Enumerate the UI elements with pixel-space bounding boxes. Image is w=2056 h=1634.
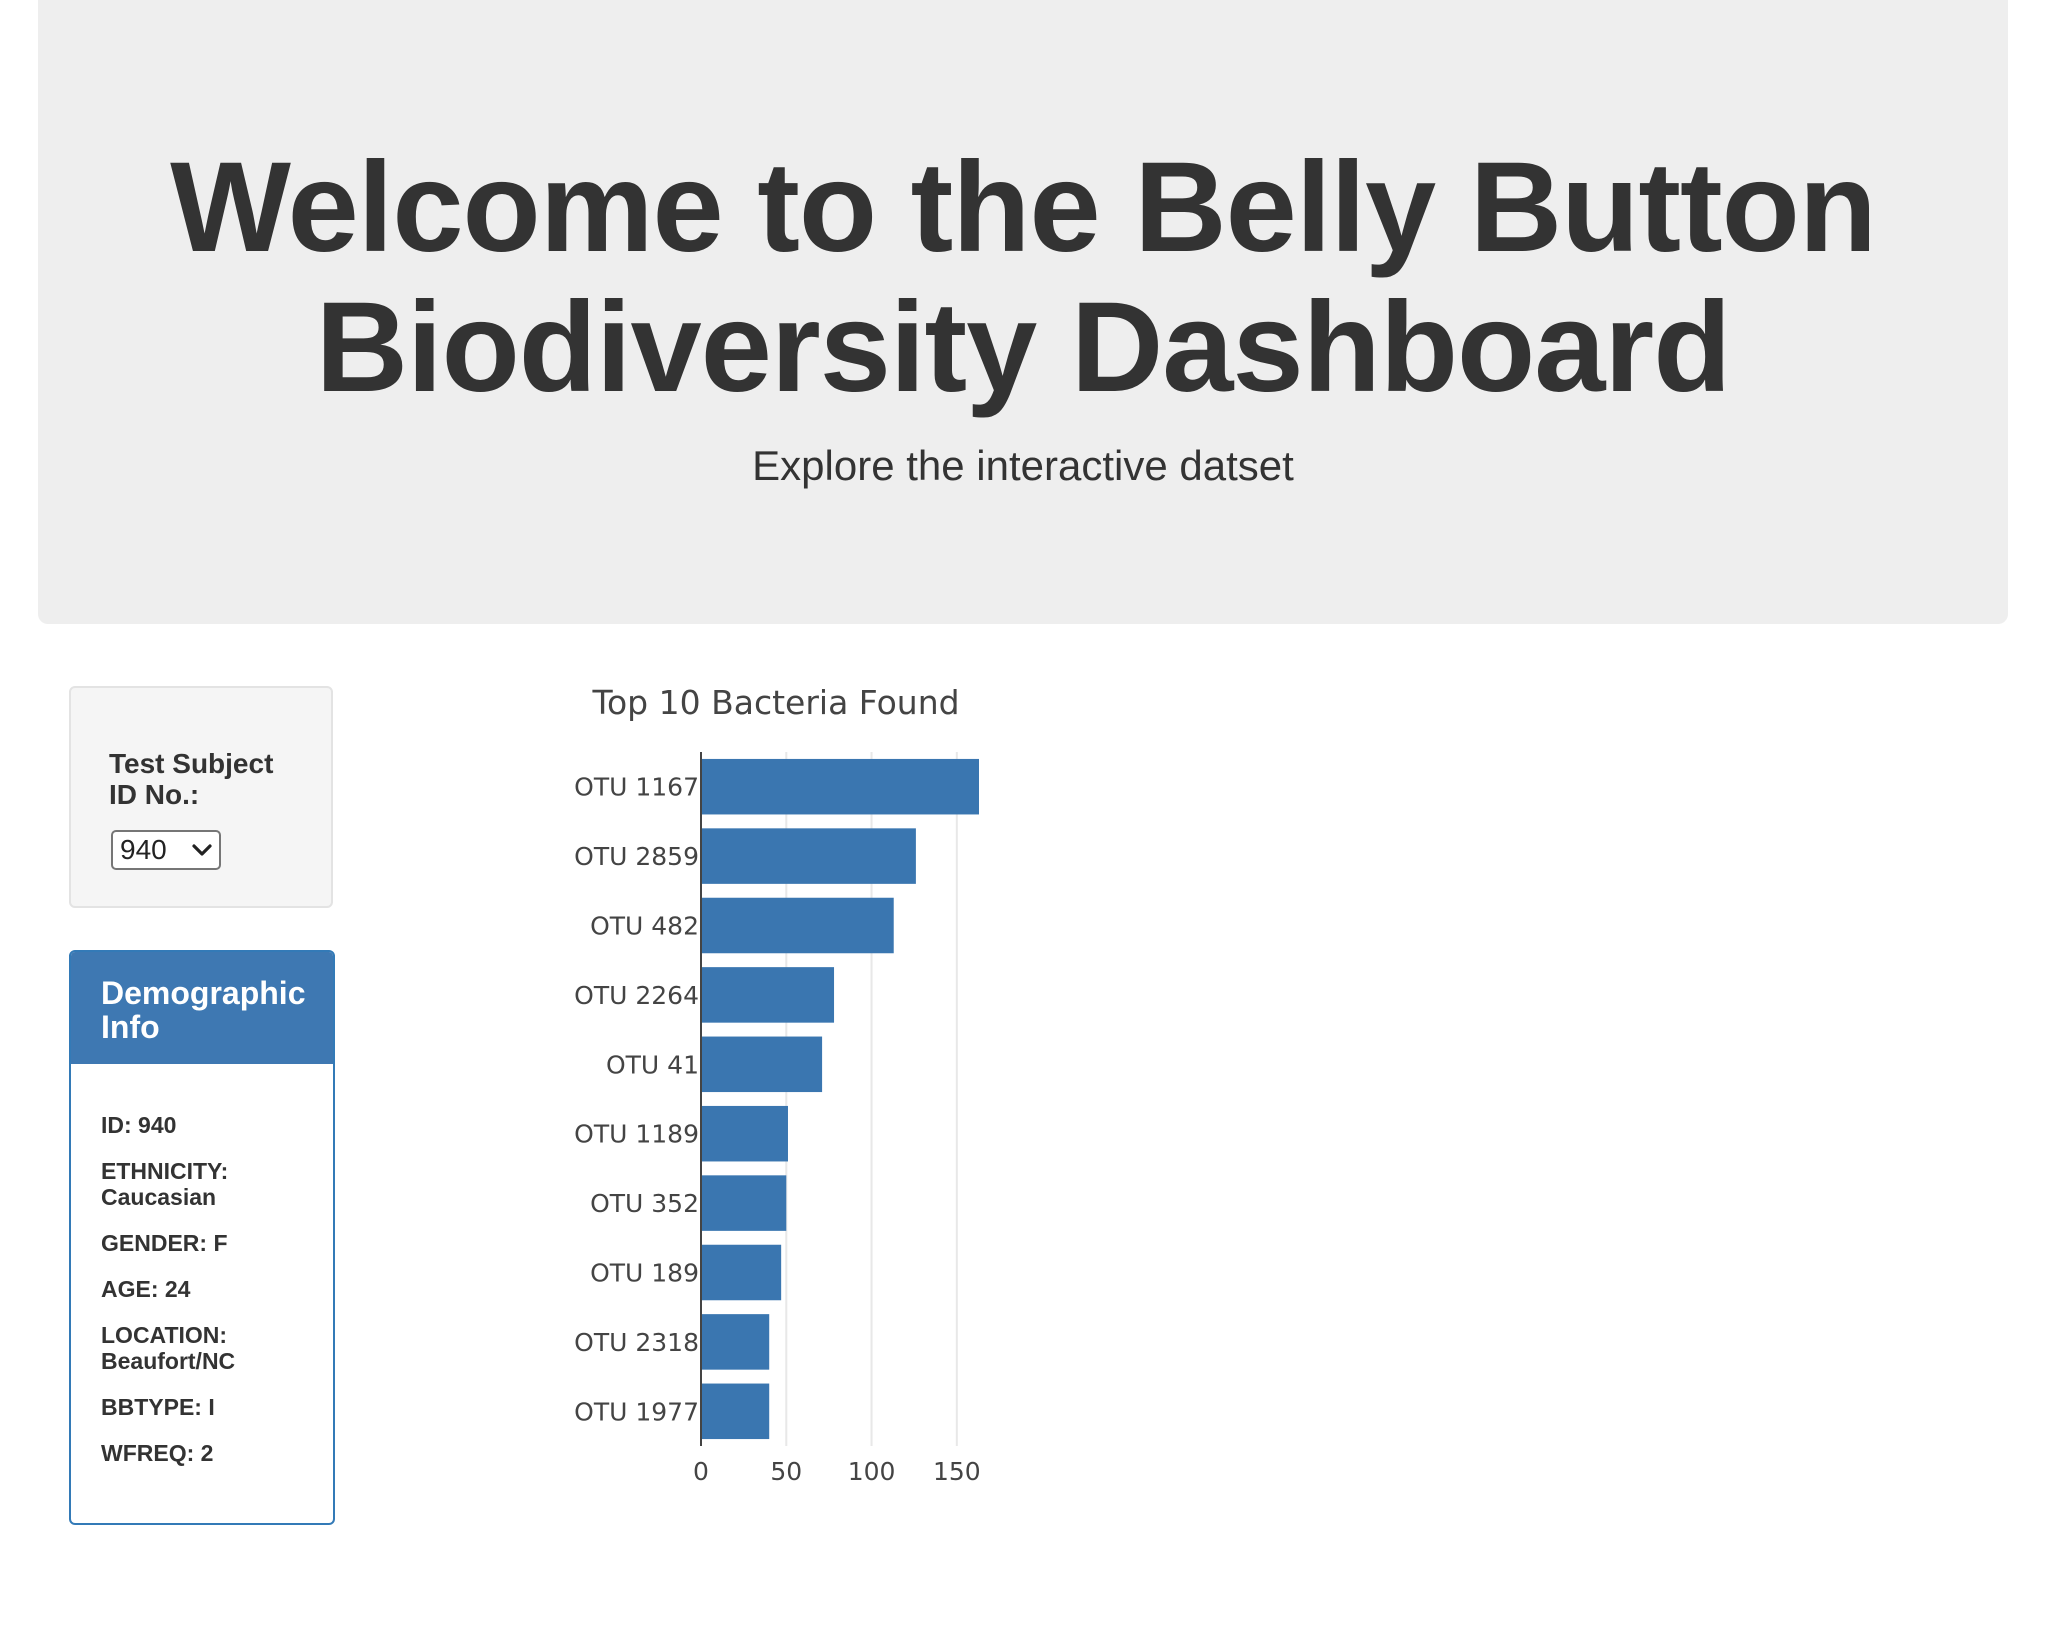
chart-bar[interactable] (701, 1175, 787, 1231)
chart-category-label: OTU 352 (590, 1189, 699, 1218)
chart-x-tick-label: 150 (933, 1457, 981, 1486)
subject-id-selected-value: 940 (120, 834, 167, 865)
demographic-item: GENDER: F (101, 1230, 321, 1256)
demographic-item-text: BBTYPE: I (101, 1394, 215, 1420)
chart-category-label: OTU 482 (590, 912, 699, 941)
page-title: Welcome to the Belly Button Biodiversity… (38, 138, 2008, 418)
page-subtitle: Explore the interactive datset (752, 442, 1294, 489)
demographic-metadata-list: ID: 940 ETHNICITY: Caucasian GENDER: F AGE: … (101, 1112, 321, 1486)
subject-label-line2: ID No.: (109, 779, 200, 810)
chart-bar[interactable] (701, 1105, 788, 1162)
demographic-item-text: ID: 940 (101, 1112, 177, 1138)
demographic-item: LOCATION: Beaufort/NC (101, 1322, 321, 1374)
demographic-item: AGE: 24 (101, 1276, 321, 1302)
chart-category-label: OTU 2859 (574, 842, 699, 871)
demographic-title-line2: Info (101, 1009, 160, 1045)
subject-label-line1: Test Subject (109, 748, 274, 779)
chart-bar[interactable] (701, 897, 894, 954)
chart-bar[interactable] (701, 758, 979, 815)
chart-bar[interactable] (701, 1314, 770, 1370)
chart-bar[interactable] (701, 828, 916, 884)
chart-category-label: OTU 1977 (574, 1397, 699, 1426)
chart-bar[interactable] (701, 1244, 782, 1301)
demographic-item: ETHNICITY: Caucasian (101, 1158, 321, 1210)
chart-x-ticks: 0 50 100 150 (693, 1457, 981, 1486)
chart-category-label: OTU 2264 (574, 981, 699, 1010)
demographic-title-line1: Demographic (101, 975, 306, 1011)
chart-x-tick-label: 50 (770, 1457, 802, 1486)
page-title-line1: Welcome to the Belly Button (170, 136, 1877, 279)
demographic-item-text: Beaufort/NC (101, 1348, 236, 1374)
demographic-info-panel: Demographic Info ID: 940 ETHNICITY: Caucas… (69, 950, 335, 1525)
chart-category-label: OTU 2318 (574, 1328, 699, 1357)
demographic-item-text: LOCATION: (101, 1322, 228, 1348)
chart-category-label: OTU 41 (606, 1050, 699, 1079)
demographic-item-text: Caucasian (101, 1184, 217, 1210)
chart-category-label: OTU 1189 (574, 1120, 699, 1149)
jumbotron-header: Welcome to the Belly Button Biodiversity… (38, 0, 2008, 624)
subject-id-select[interactable]: 940 (111, 830, 221, 870)
demographic-panel-heading: Demographic Info (71, 952, 333, 1064)
chart-x-tick-label: 100 (848, 1457, 896, 1486)
chart-bar[interactable] (701, 1383, 770, 1440)
subject-selector-label: Test Subject ID No.: (109, 748, 309, 810)
chart-category-label: OTU 1167 (574, 773, 699, 802)
chart-bars (701, 758, 979, 1440)
page-title-line2: Biodiversity Dashboard (315, 276, 1732, 419)
chart-x-tick-label: 0 (693, 1457, 709, 1486)
chart-bar[interactable] (701, 967, 835, 1023)
subject-selector-well: Test Subject ID No.: 940 (69, 686, 333, 908)
chart-title: Top 10 Bacteria Found (591, 683, 959, 722)
demographic-item-text: AGE: 24 (101, 1276, 191, 1302)
demographic-item-text: GENDER: F (101, 1230, 228, 1256)
chevron-down-icon (191, 832, 213, 879)
demographic-item-text: WFREQ: 2 (101, 1440, 214, 1466)
demographic-panel-title: Demographic Info (101, 976, 321, 1044)
chart-bar[interactable] (701, 1036, 823, 1093)
demographic-item: BBTYPE: I (101, 1394, 321, 1420)
chart-category-label: OTU 189 (590, 1259, 699, 1288)
chart-category-labels: OTU 1167 OTU 2859 OTU 482 OTU 2264 OTU 41 OTU… (574, 773, 699, 1427)
demographic-item-text: ETHNICITY: (101, 1158, 229, 1184)
demographic-item: WFREQ: 2 (101, 1440, 321, 1466)
demographic-item: ID: 940 (101, 1112, 321, 1138)
